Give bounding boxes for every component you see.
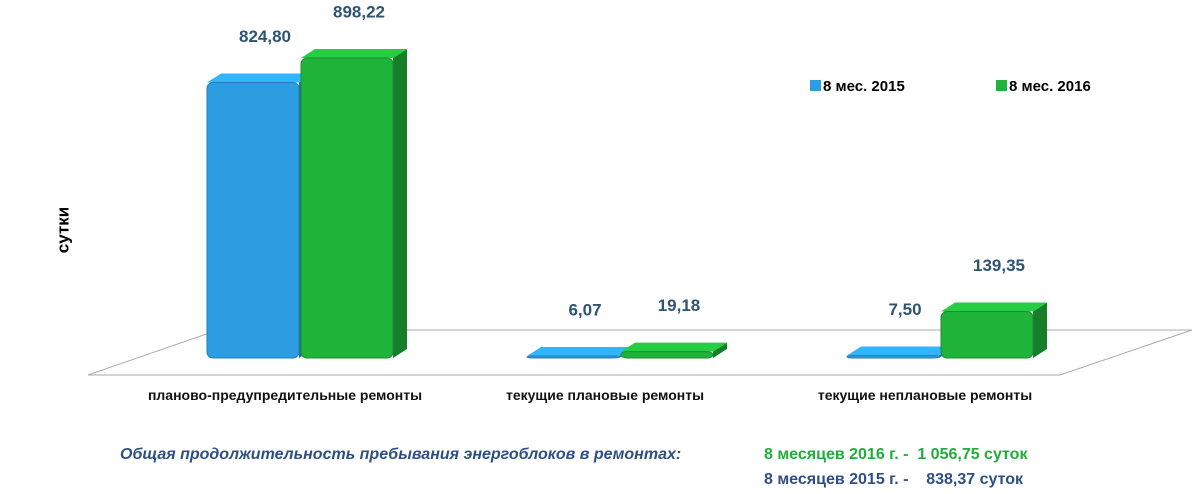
data-label: 19,18 [658,296,701,315]
note: 8 месяцев 2016 г. - 1 056,75 суток [764,446,1028,463]
legend-label: 8 мес. 2016 [1009,78,1091,95]
note: Общая продолжительность пребывания энерг… [120,446,682,463]
bar-top [527,346,633,356]
legend-swatch [996,80,1007,91]
bar-side [713,342,727,358]
data-label: 824,80 [239,27,291,46]
bar-top [847,346,953,356]
y-axis-label: сутки [53,207,72,253]
x-tick-label: текущие неплановые ремонты [817,387,1033,403]
bar-top [621,342,727,352]
bar-top [207,73,313,83]
data-label: 7,50 [888,300,921,319]
data-label: 6,07 [568,300,601,319]
data-label: 898,22 [333,2,385,21]
bar [846,354,940,359]
legend-label: 8 мес. 2015 [823,78,905,95]
bar-top [941,302,1047,312]
data-label: 139,35 [973,256,1025,275]
x-tick-label: планово-предупредительные ремонты [147,387,423,403]
bar-side [393,49,407,358]
bar-side [1033,302,1047,358]
note: 8 месяцев 2015 г. - 838,37 суток [764,471,1023,488]
bar [206,82,300,359]
bar [940,310,1034,359]
bar [526,355,620,359]
x-tick-label: текущие плановые ремонты [505,387,705,403]
legend-swatch [810,80,821,91]
bar [300,57,394,359]
bar [620,351,714,359]
bar-top [301,49,407,58]
